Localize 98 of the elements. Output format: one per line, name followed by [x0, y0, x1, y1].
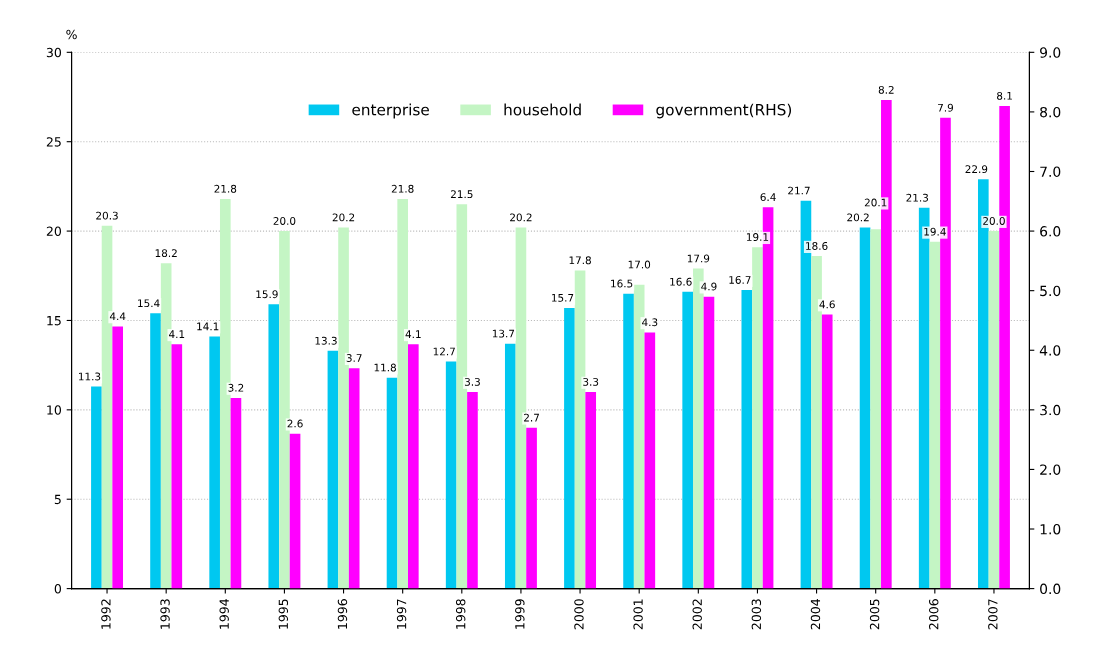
y-tick-label: 25: [46, 137, 61, 147]
x-tick-label: 2003: [751, 599, 762, 630]
data-label: 6.4: [760, 193, 776, 202]
legend-label: government(RHS): [656, 103, 792, 119]
data-label: 17.0: [628, 260, 651, 269]
y2-tick-label: 2.0: [1040, 464, 1061, 475]
bar: [504, 343, 516, 589]
x-tick-label: 2002: [692, 599, 702, 630]
data-label: 13.3: [315, 336, 337, 345]
data-label: 16.6: [670, 277, 692, 286]
x-tick-label: 1997: [396, 599, 407, 629]
bar: [327, 350, 339, 589]
data-label: 17.8: [569, 256, 591, 265]
data-label: 18.6: [806, 242, 828, 250]
data-label: 21.5: [450, 190, 473, 199]
y2-tick-label: 7.0: [1040, 166, 1061, 177]
bar: [91, 386, 102, 589]
data-label: 4.1: [405, 330, 421, 338]
data-label: 4.9: [701, 282, 717, 291]
bar: [623, 293, 634, 589]
data-label: 20.2: [847, 213, 869, 222]
x-tick-label: 1999: [515, 599, 525, 629]
y2-tick-label: 5.0: [1040, 285, 1061, 297]
data-label: 2.6: [287, 419, 303, 428]
x-tick-label: 1993: [160, 599, 170, 629]
y2-tick-label: 6.0: [1040, 226, 1061, 237]
data-label: 12.7: [433, 347, 455, 356]
data-label: 21.7: [788, 186, 810, 195]
bar: [682, 291, 693, 589]
x-tick-label: 2005: [869, 599, 880, 630]
data-label: 11.3: [79, 372, 101, 381]
data-label: 2.7: [524, 413, 539, 422]
data-label: 18.2: [155, 249, 177, 258]
data-label: 16.7: [729, 276, 751, 284]
data-label: 20.0: [273, 217, 296, 225]
bar: [209, 336, 220, 589]
data-label: 21.8: [391, 184, 414, 193]
data-label: 3.3: [464, 377, 480, 386]
bar: [741, 290, 753, 589]
x-tick-label: 2006: [929, 599, 939, 630]
y-tick-label: 10: [47, 405, 62, 415]
y-tick-label: 20: [46, 226, 62, 237]
data-label: 3.3: [583, 377, 599, 386]
data-label: 15.7: [552, 294, 574, 302]
x-tick-label: 1994: [219, 599, 229, 629]
data-label: 4.4: [109, 312, 126, 321]
data-label: 20.1: [864, 198, 887, 207]
data-label: 3.7: [346, 354, 362, 362]
data-label: 20.2: [332, 213, 355, 222]
data-label: 7.9: [938, 103, 954, 112]
data-label: 11.8: [374, 363, 396, 372]
x-tick-label: 2004: [810, 599, 821, 630]
legend-label: enterprise: [352, 103, 429, 119]
x-tick-label: 2007: [988, 599, 998, 630]
data-label: 20.3: [96, 211, 118, 220]
data-label: 15.4: [138, 299, 160, 308]
data-label: 21.3: [906, 193, 929, 202]
y2-tick-label: 8.0: [1040, 106, 1061, 118]
y2-tick-label: 1.0: [1040, 523, 1061, 535]
data-label: 13.7: [492, 329, 515, 338]
y-tick-label: 15: [47, 316, 61, 326]
data-label: 20.0: [983, 217, 1005, 225]
data-label: 4.6: [819, 300, 835, 309]
bar: [386, 377, 398, 589]
x-tick-label: 2000: [574, 599, 584, 630]
y2-tick-label: 0.0: [1040, 583, 1061, 595]
y2-tick-label: 4.0: [1039, 345, 1061, 356]
y-tick-label: 0: [54, 584, 62, 594]
x-tick-label: 1992: [101, 599, 111, 629]
bar: [268, 304, 280, 589]
bar: [859, 227, 871, 589]
data-label: 15.9: [256, 290, 278, 299]
bar: [150, 313, 161, 589]
data-label: 20.2: [510, 213, 532, 222]
data-label: 3.2: [228, 383, 244, 392]
legend-label: household: [504, 103, 581, 116]
x-tick-label: 1995: [278, 599, 289, 629]
data-label: 17.9: [687, 254, 710, 263]
bar: [445, 361, 457, 589]
data-label: 8.1: [997, 91, 1012, 100]
bar: [564, 307, 575, 589]
x-tick-label: 1998: [455, 599, 466, 629]
data-label: 16.5: [611, 279, 633, 288]
y-axis-title: %: [66, 29, 77, 40]
data-label: 14.1: [197, 322, 219, 331]
data-label: 22.9: [965, 165, 988, 174]
data-label: 19.4: [924, 227, 946, 236]
data-label: 4.1: [169, 330, 185, 338]
data-label: 8.2: [878, 85, 894, 94]
data-label: 4.3: [642, 318, 658, 327]
y-tick-label: 30: [46, 47, 62, 58]
x-tick-label: 2001: [633, 599, 643, 630]
y2-tick-label: 3.0: [1040, 404, 1061, 416]
y2-tick-label: 9.0: [1040, 47, 1061, 58]
data-label: 19.1: [746, 233, 769, 241]
x-tick-label: 1996: [337, 599, 348, 629]
y-tick-label: 5: [54, 494, 61, 505]
data-label: 21.8: [214, 184, 237, 193]
